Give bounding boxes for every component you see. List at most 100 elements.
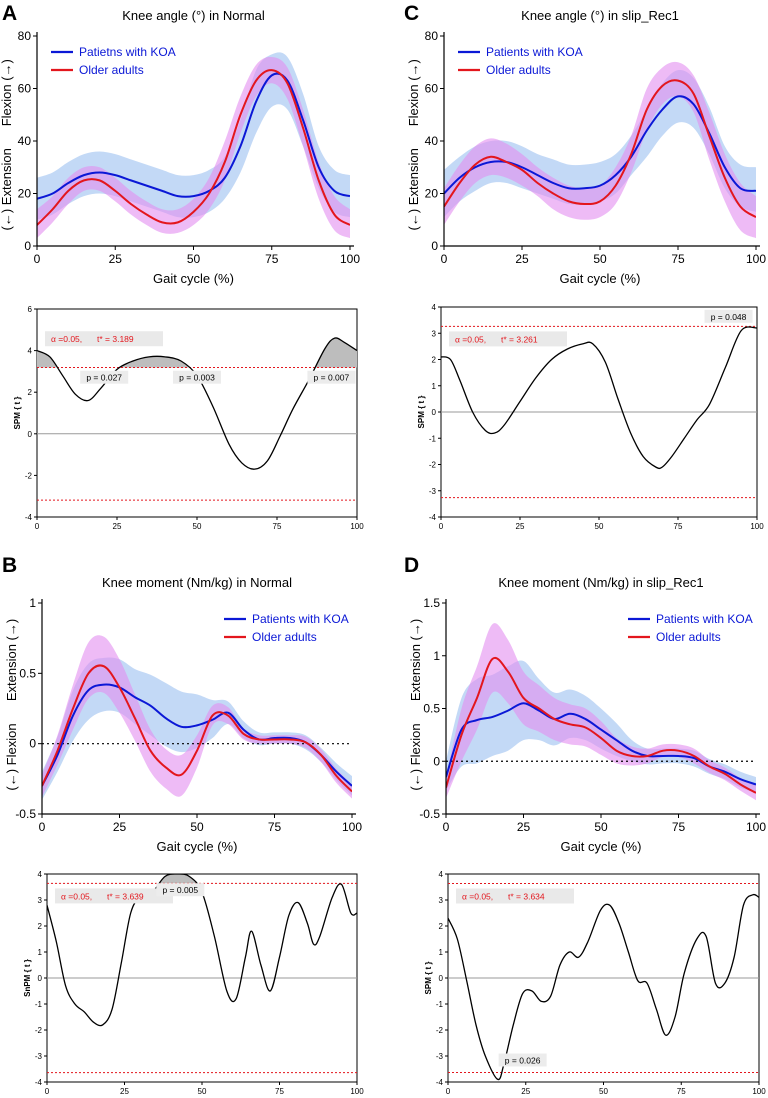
x-axis-label: Gait cycle (%) — [157, 839, 238, 854]
spm-plot-area — [441, 325, 757, 499]
y-tick-label: 0 — [431, 239, 438, 253]
y-tick-label: 0 — [439, 974, 444, 983]
y-tick-label: 60 — [18, 82, 32, 96]
mean-line-older — [42, 664, 352, 793]
p-value-bg — [307, 370, 356, 384]
mean-line-older — [37, 69, 350, 226]
p-value-label: p = 0.026 — [505, 1056, 541, 1066]
x-tick-label: 25 — [113, 522, 122, 531]
spm-y-label: SnPM { t } — [23, 959, 32, 997]
y-tick-label: 60 — [425, 82, 439, 96]
x-tick-label: 0 — [39, 820, 46, 834]
threshold-label-bg — [55, 888, 173, 904]
panel-letter-c: C — [404, 2, 419, 25]
y-tick-label: 1.5 — [423, 596, 440, 610]
threshold-label-bg — [456, 888, 574, 904]
legend-label: Older adults — [656, 630, 721, 644]
legend: Patients with KOA Older adults — [458, 45, 583, 77]
chart-title: Knee angle (°) in slip_Rec1 — [521, 8, 679, 23]
mean-line-older — [444, 79, 756, 218]
y-tick-label: -1 — [35, 1000, 43, 1009]
x-tick-label: 50 — [599, 1087, 608, 1096]
y-tick-label: 1 — [38, 948, 43, 957]
y-axis-label-bottom: (←) Extension — [0, 148, 14, 230]
y-tick-label: -1 — [429, 434, 437, 443]
x-tick-label: 0 — [443, 820, 450, 834]
spm-plot-area — [47, 874, 357, 1074]
y-tick-label: 4 — [439, 870, 444, 879]
sd-band-older — [37, 56, 350, 239]
y-tick-label: -0.5 — [15, 807, 36, 821]
y-tick-label: 1 — [439, 948, 444, 957]
chart-D-mean: Knee moment (Nm/kg) in slip_Rec1-0.500.5… — [408, 575, 766, 854]
y-tick-label: 0 — [28, 430, 33, 439]
plot-area — [444, 61, 756, 239]
legend-label: Patients with KOA — [486, 45, 583, 59]
x-tick-label: 100 — [340, 252, 360, 266]
legend-label: Patients with KOA — [656, 612, 753, 626]
p-value-bg — [156, 883, 205, 897]
chart-A-mean: Knee angle (°) in Normal 0 20 40 60 80 0 25 50 75… — [0, 8, 360, 286]
x-axis-label: Gait cycle (%) — [560, 271, 641, 286]
x-tick-label: 75 — [275, 1087, 284, 1096]
chart-A-spm: -4 -2 0 2 4 6 0 25 50 75 100 SPM { t } α =0.05, t* = … — [13, 305, 364, 531]
spm-t-curve — [441, 326, 757, 470]
x-tick-label: 100 — [746, 252, 766, 266]
tstar-label: t* = 3.634 — [508, 892, 545, 902]
y-tick-label: 0.5 — [19, 666, 36, 680]
y-tick-label: -4 — [429, 513, 437, 522]
panel-letter-d: D — [404, 554, 419, 577]
x-tick-label: 100 — [350, 1087, 364, 1096]
y-axis-label-bottom: (←) Flexion — [408, 723, 423, 790]
x-tick-label: 50 — [190, 820, 204, 834]
panel-letter-a: A — [2, 2, 17, 25]
y-axis-label-top: Extension (→) — [4, 619, 19, 701]
spm-t-curve — [448, 893, 759, 1081]
legend-label: Older adults — [486, 63, 551, 77]
x-tick-label: 50 — [198, 1087, 207, 1096]
x-tick-label: 50 — [595, 522, 604, 531]
y-tick-label: -4 — [436, 1078, 444, 1087]
plot-area — [37, 52, 350, 239]
y-tick-label: 0 — [24, 239, 31, 253]
tstar-label: t* = 3.639 — [107, 891, 144, 901]
x-tick-label: 0 — [35, 522, 40, 531]
suprathreshold-cluster — [37, 337, 357, 368]
x-tick-label: 0 — [439, 522, 444, 531]
suprathreshold-cluster — [448, 884, 759, 1080]
x-tick-label: 0 — [34, 252, 41, 266]
plot-area — [42, 635, 352, 800]
x-tick-label: 0 — [441, 252, 448, 266]
x-tick-label: 50 — [594, 820, 608, 834]
x-tick-label: 0 — [45, 1087, 50, 1096]
legend: Patients with KOA Older adults — [224, 612, 349, 644]
threshold-label-bg — [45, 331, 163, 347]
y-tick-label: 0.5 — [423, 702, 440, 716]
spm-t-curve — [37, 337, 357, 470]
y-tick-label: 0 — [433, 754, 440, 768]
y-tick-label: 40 — [18, 134, 32, 148]
chart-B-spm: -4 -3 -2 -1 0 1 2 3 4 0 25 50 75 100 SnPM { t } α =0.05… — [23, 870, 364, 1096]
y-tick-label: 3 — [38, 896, 43, 905]
y-axis-label-bottom: (←) Flexion — [4, 723, 19, 790]
p-value-bg — [80, 370, 129, 384]
spm-plot-area — [448, 883, 759, 1081]
chart-title: Knee angle (°) in Normal — [122, 8, 265, 23]
x-tick-label: 25 — [109, 252, 123, 266]
legend: Patietns with KOA Older adults — [51, 45, 176, 77]
p-value-label: p = 0.005 — [162, 885, 198, 895]
y-tick-label: -4 — [35, 1078, 43, 1087]
panel-letters: A C B D — [2, 2, 419, 577]
y-axis-label-top: Flexion (→) — [406, 59, 421, 126]
y-tick-label: -2 — [35, 1026, 43, 1035]
spm-plot-area — [37, 337, 357, 501]
chart-B-mean: Knee moment (Nm/kg) in Normal-0.500.510 2… — [4, 575, 362, 854]
y-tick-label: 2 — [439, 922, 444, 931]
x-tick-label: 25 — [521, 1087, 530, 1096]
y-tick-label: 1 — [433, 649, 440, 663]
spm-y-label: SPM { t } — [13, 397, 22, 430]
x-tick-label: 75 — [672, 820, 686, 834]
legend-label: Older adults — [252, 630, 317, 644]
y-tick-label: -3 — [436, 1052, 444, 1061]
